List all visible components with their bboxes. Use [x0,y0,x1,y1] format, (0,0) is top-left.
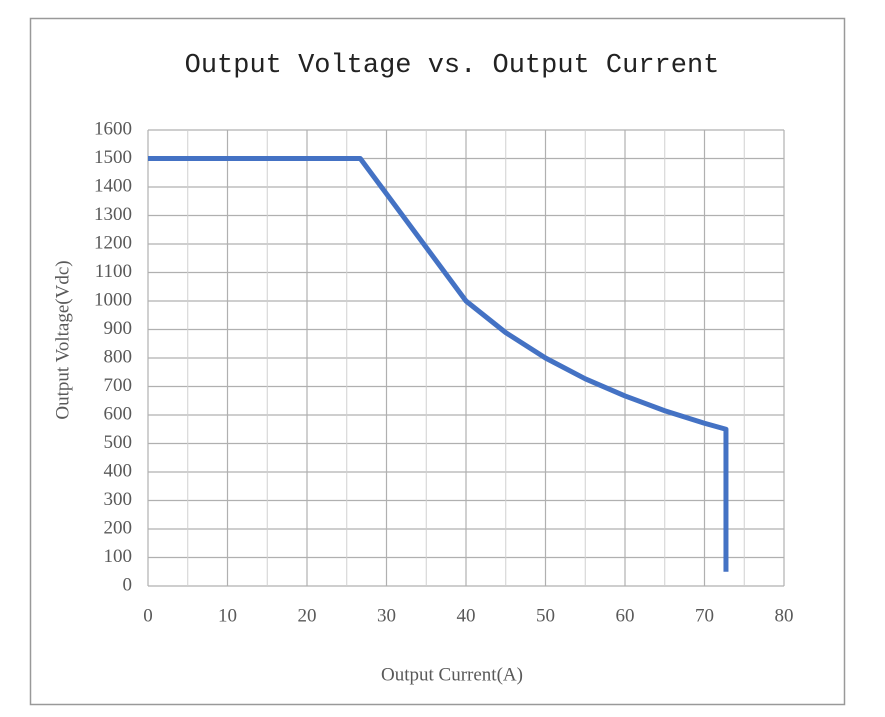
y-tick-label: 200 [104,517,133,538]
y-tick-label: 1500 [94,147,132,168]
x-tick-label: 0 [143,605,153,626]
y-tick-label: 1100 [95,261,132,282]
y-tick-label: 0 [123,574,133,595]
x-tick-label: 40 [457,605,476,626]
y-tick-label: 300 [104,489,133,510]
y-axis-label: Output Voltage(Vdc) [52,260,73,419]
y-tick-label: 800 [104,346,133,367]
x-tick-label: 10 [218,605,237,626]
y-tick-label: 1400 [94,175,132,196]
y-tick-label: 1000 [94,289,132,310]
y-tick-label: 400 [104,460,133,481]
y-tick-label: 100 [104,546,133,567]
y-tick-label: 900 [104,318,133,339]
y-tick-label: 600 [104,403,133,424]
chart-title: Output Voltage vs. Output Current [185,51,720,81]
y-tick-label: 500 [104,432,133,453]
x-tick-label: 60 [616,605,635,626]
x-axis-label: Output Current(A) [381,664,523,685]
y-tick-label: 1300 [94,204,132,225]
x-tick-label: 50 [536,605,555,626]
y-tick-label: 700 [104,375,133,396]
data-line [148,156,729,572]
x-tick-label: 30 [377,605,396,626]
y-tick-label: 1200 [94,232,132,253]
x-tick-label: 70 [695,605,714,626]
y-tick-label: 1600 [94,118,132,139]
x-tick-label: 20 [298,605,317,626]
x-tick-label: 80 [775,605,794,626]
frame [29,17,846,706]
